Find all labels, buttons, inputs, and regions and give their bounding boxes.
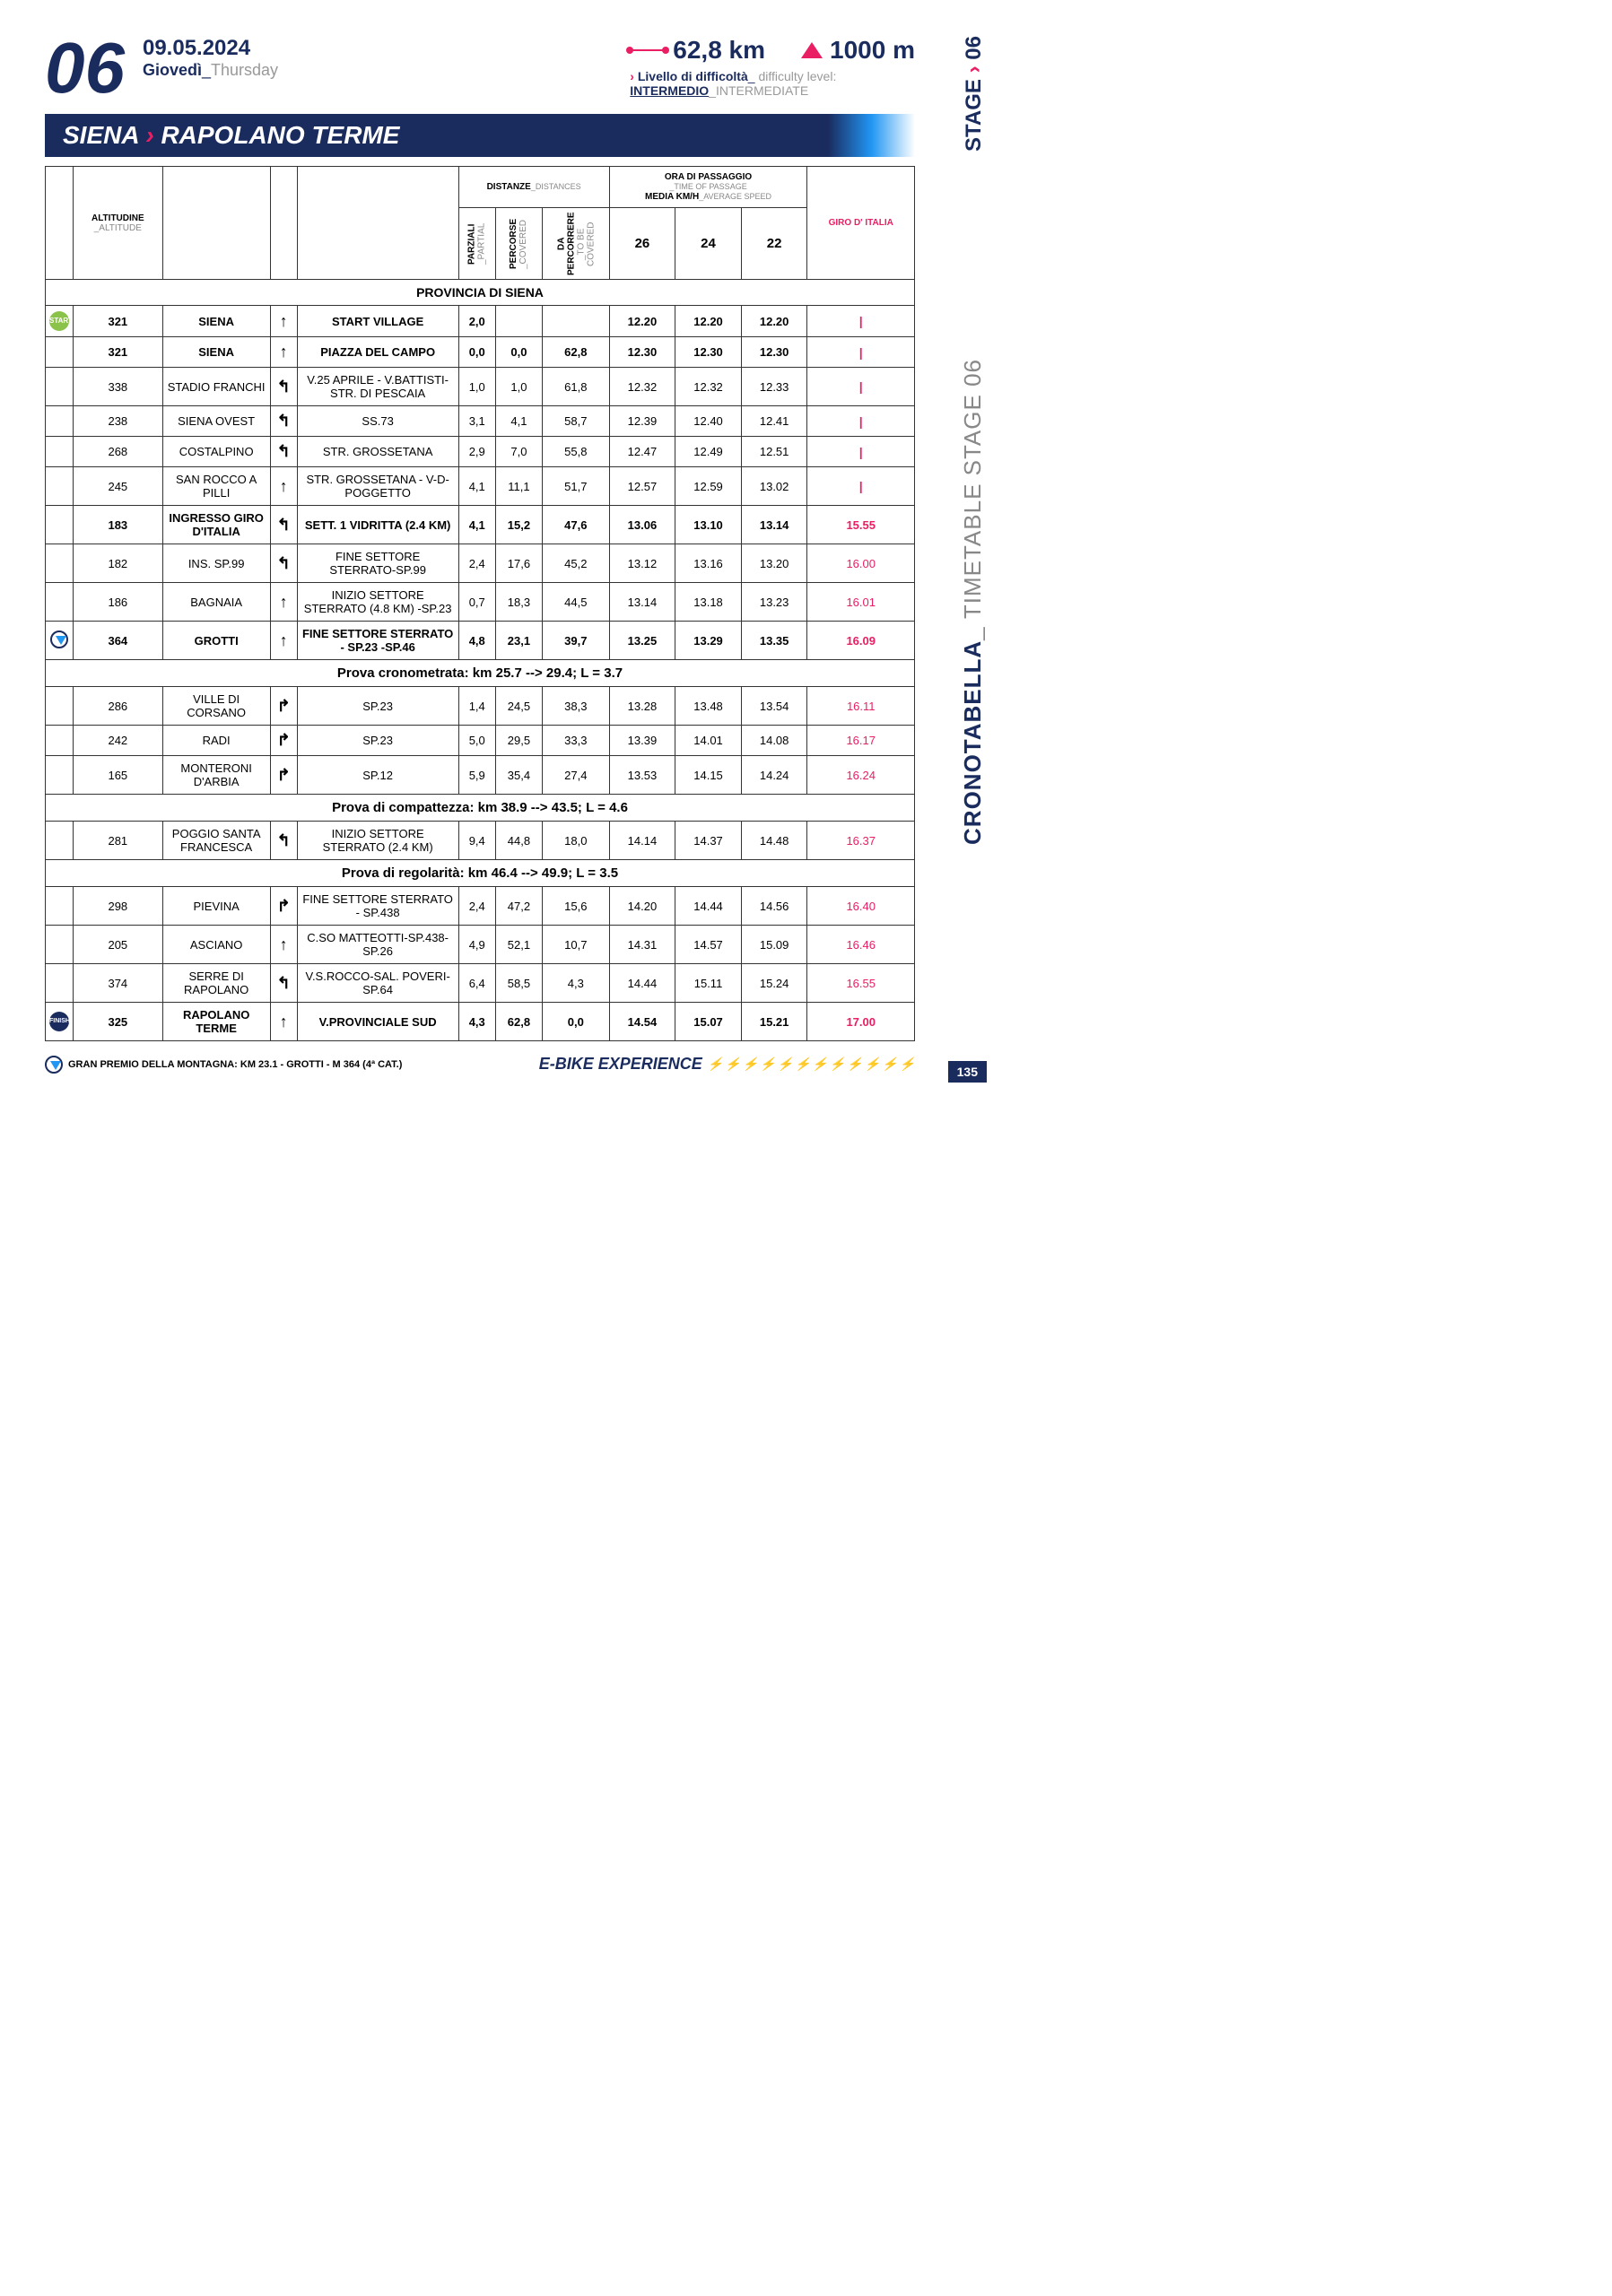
section-row: Prova di regolarità: km 46.4 --> 49.9; L… (46, 860, 915, 887)
bolts-icon: ⚡⚡⚡⚡⚡⚡⚡⚡⚡⚡⚡⚡ (708, 1057, 915, 1072)
stage-number: 06 (45, 36, 125, 100)
kom-icon (45, 1056, 63, 1074)
header: 06 09.05.2024 Giovedì_Thursday 62,8 km 1… (45, 36, 915, 100)
timetable: ALTITUDINE_ALTITUDE DISTANZE_DISTANCES O… (45, 166, 915, 1041)
metrics: 62,8 km 1000 m › Livello di difficoltà_ … (630, 36, 915, 98)
footer: GRAN PREMIO DELLA MONTAGNA: KM 23.1 - GR… (45, 1055, 915, 1074)
distance-icon (630, 49, 666, 51)
section-row: Prova di compattezza: km 38.9 --> 43.5; … (46, 795, 915, 822)
table-row: 268 COSTALPINO ↰ STR. GROSSETANA 2,9 7,0… (46, 437, 915, 467)
table-row: 182 INS. SP.99 ↰ FINE SETTORE STERRATO-S… (46, 544, 915, 583)
route-bar: SIENA › RAPOLANO TERME (45, 114, 915, 157)
table-row: 286 VILLE DI CORSANO ↱ SP.23 1,4 24,5 38… (46, 687, 915, 726)
table-row: 238 SIENA OVEST ↰ SS.73 3,1 4,1 58,7 12.… (46, 406, 915, 437)
table-row: 298 PIEVINA ↱ FINE SETTORE STERRATO - SP… (46, 887, 915, 926)
finish-icon: FINISH (49, 1012, 69, 1031)
table-row: 374 SERRE DI RAPOLANO ↰ V.S.ROCCO-SAL. P… (46, 964, 915, 1003)
side-tab-stage: STAGE › 06 (962, 36, 987, 152)
elevation-icon (801, 42, 823, 58)
side-tab-crono: CRONOTABELLA_ TIMETABLE STAGE 06 (959, 359, 987, 845)
table-row: 321 SIENA ↑ PIAZZA DEL CAMPO 0,0 0,0 62,… (46, 337, 915, 368)
date-block: 09.05.2024 Giovedì_Thursday (143, 36, 278, 80)
start-icon: START (49, 311, 69, 331)
table-row: 186 BAGNAIA ↑ INIZIO SETTORE STERRATO (4… (46, 583, 915, 622)
table-row: 205 ASCIANO ↑ C.SO MATTEOTTI-SP.438-SP.2… (46, 926, 915, 964)
table-row: 338 STADIO FRANCHI ↰ V.25 APRILE - V.BAT… (46, 368, 915, 406)
ebike-badge: E-BIKE EXPERIENCE ⚡⚡⚡⚡⚡⚡⚡⚡⚡⚡⚡⚡ (539, 1055, 915, 1074)
table-row: 165 MONTERONI D'ARBIA ↱ SP.12 5,9 35,4 2… (46, 756, 915, 795)
table-row: 281 POGGIO SANTA FRANCESCA ↰ INIZIO SETT… (46, 822, 915, 860)
section-row: Prova cronometrata: km 25.7 --> 29.4; L … (46, 660, 915, 687)
kom-icon (50, 631, 68, 648)
table-row: 245 SAN ROCCO A PILLI ↑ STR. GROSSETANA … (46, 467, 915, 506)
table-row: 242 RADI ↱ SP.23 5,0 29,5 33,3 13.39 14.… (46, 726, 915, 756)
page-number: 135 (948, 1061, 987, 1083)
kom-footnote: GRAN PREMIO DELLA MONTAGNA: KM 23.1 - GR… (45, 1056, 402, 1074)
table-row: 183 INGRESSO GIRO D'ITALIA ↰ SETT. 1 VID… (46, 506, 915, 544)
table-row: FINISH 325 RAPOLANO TERME ↑ V.PROVINCIAL… (46, 1003, 915, 1041)
distance-metric: 62,8 km (630, 36, 765, 65)
table-row: START 321 SIENA ↑ START VILLAGE 2,0 12.2… (46, 306, 915, 337)
table-row: 364 GROTTI ↑ FINE SETTORE STERRATO - SP.… (46, 622, 915, 660)
elevation-metric: 1000 m (801, 36, 915, 65)
difficulty: › Livello di difficoltà_ difficulty leve… (630, 69, 915, 98)
